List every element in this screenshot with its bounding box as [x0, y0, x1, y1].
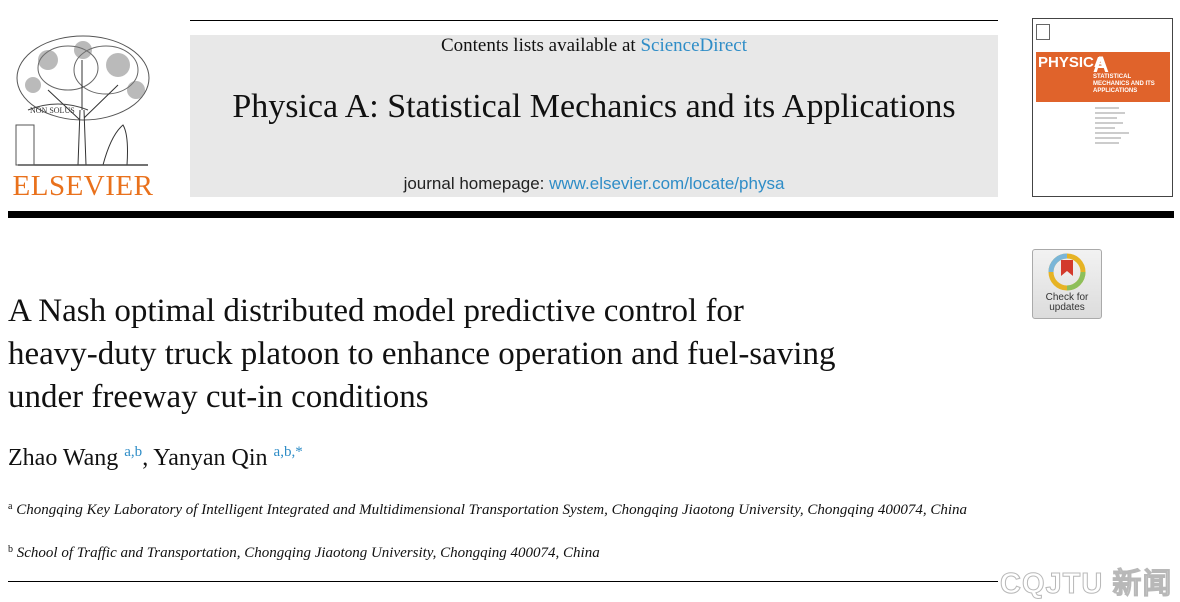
homepage-link[interactable]: www.elsevier.com/locate/physa	[549, 174, 785, 193]
affiliation-item: b School of Traffic and Transportation, …	[8, 539, 978, 564]
affiliation-mark: a	[8, 501, 13, 512]
cover-editor-list-icon	[1095, 107, 1129, 144]
check-for-updates-label: Check for updates	[1032, 293, 1102, 313]
check-for-updates-line1: Check for	[1045, 292, 1089, 303]
header-thick-rule	[8, 211, 1174, 218]
article-title-line-3: under freeway cut-in conditions	[8, 379, 429, 415]
watermark-text: CQJTU 新闻	[999, 568, 1173, 601]
author-affiliation-marks[interactable]: a,b	[124, 444, 143, 460]
elsevier-logo[interactable]	[8, 30, 158, 198]
affiliation-text: Chongqing Key Laboratory of Intelligent …	[16, 502, 968, 518]
affiliation-mark: b	[8, 544, 13, 555]
author-name[interactable]: Zhao Wang	[8, 445, 119, 471]
affiliation-item: a Chongqing Key Laboratory of Intelligen…	[8, 496, 978, 521]
header-top-rule	[190, 20, 998, 21]
contents-prefix: Contents lists available at	[440, 35, 641, 56]
homepage-prefix: journal homepage:	[403, 174, 550, 193]
publisher-wordmark: ELSEVIER	[12, 170, 154, 202]
journal-banner	[190, 35, 998, 197]
cover-journal-word: PHYSICA	[1038, 54, 1105, 71]
cover-journal-letter: A	[1093, 52, 1109, 77]
publisher-motto: NON SOLUS	[30, 106, 75, 115]
journal-title[interactable]: Physica A: Statistical Mechanics and its…	[232, 88, 956, 125]
cover-title-band	[1036, 52, 1170, 102]
affiliations-bottom-rule	[8, 581, 998, 582]
sciencedirect-link[interactable]: ScienceDirect	[640, 35, 748, 56]
author-separator: ,	[142, 445, 154, 471]
author-list: Zhao Wang a,b, Yanyan Qin a,b,*	[8, 444, 303, 472]
affiliation-text: School of Traffic and Transportation, Ch…	[16, 545, 600, 561]
contents-line: Contents lists available at ScienceDirec…	[190, 35, 998, 57]
crossmark-icon	[1048, 253, 1086, 291]
cover-elsevier-emblem-icon	[1036, 24, 1050, 40]
homepage-line: journal homepage: www.elsevier.com/locat…	[190, 174, 998, 194]
author-affiliation-marks[interactable]: a,b,*	[273, 444, 303, 460]
cover-subtitle: STATISTICAL MECHANICS AND ITS APPLICATIO…	[1093, 74, 1155, 94]
author-name[interactable]: Yanyan Qin	[153, 445, 268, 471]
article-title-line-2: heavy-duty truck platoon to enhance oper…	[8, 336, 836, 372]
elsevier-tree-emblem-icon	[15, 35, 150, 166]
article-title-line-1: A Nash optimal distributed model predict…	[8, 293, 744, 329]
article-title: A Nash optimal distributed model predict…	[8, 290, 1008, 419]
check-for-updates-line2: updates	[1049, 302, 1085, 313]
